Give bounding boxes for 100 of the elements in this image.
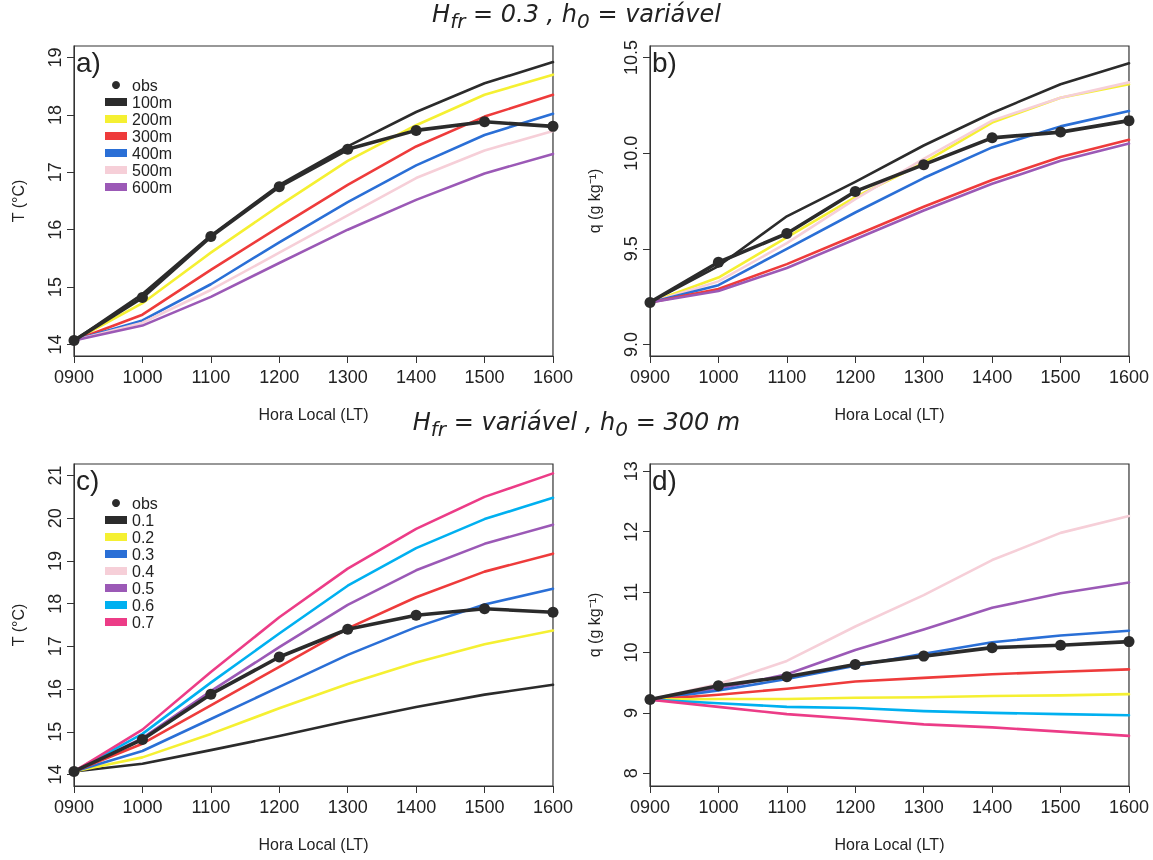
x-tick-label: 1300 — [903, 797, 944, 817]
y-tick-label: 19 — [45, 550, 65, 571]
point — [986, 642, 998, 654]
x-tick-label: 1100 — [767, 797, 807, 817]
y-tick-label: 10.5 — [621, 39, 641, 75]
x-tick-label: 1400 — [396, 797, 437, 817]
y-tick-label: 16 — [45, 219, 65, 240]
legend-label: 0.5 — [132, 579, 155, 597]
legend-label: 0.3 — [132, 545, 155, 563]
y-tick-label: 18 — [45, 104, 65, 125]
y-tick-label: 21 — [45, 465, 65, 486]
y-tick-label: 15 — [45, 277, 65, 298]
x-axis-title: Hora Local (LT) — [258, 405, 369, 423]
x-tick-label: 1300 — [903, 367, 944, 387]
y-tick-label: 17 — [45, 636, 65, 657]
point — [781, 671, 793, 683]
point — [205, 688, 217, 700]
point — [68, 335, 80, 346]
x-tick-label: 1400 — [972, 797, 1013, 817]
y-axis-title: q (g kg⁻¹) — [585, 168, 603, 234]
x-tick-label: 0900 — [629, 797, 671, 817]
y-tick-label: 14 — [45, 764, 65, 785]
legend-label: 0.1 — [132, 511, 155, 529]
x-tick-label: 1500 — [464, 797, 505, 817]
y-tick-label: 12 — [621, 521, 641, 542]
annotation: b) — [652, 46, 677, 78]
x-tick-label: 1100 — [767, 367, 807, 387]
legend-label: obs — [132, 494, 158, 512]
annotation: d) — [652, 464, 677, 496]
y-tick-label: 14 — [45, 334, 65, 355]
y-tick-label: 9 — [621, 707, 641, 718]
point — [342, 143, 354, 155]
x-tick-label: 0900 — [53, 797, 95, 817]
point — [136, 291, 148, 303]
x-axis-title: Hora Local (LT) — [834, 405, 945, 423]
x-tick-label: 1300 — [327, 367, 368, 387]
x-tick-label: 1600 — [1108, 367, 1149, 387]
point — [1055, 126, 1067, 138]
x-tick-label: 1100 — [191, 797, 231, 817]
legend-label: obs — [132, 76, 158, 94]
point — [273, 181, 285, 193]
x-tick-label: 1000 — [122, 367, 163, 387]
point — [1055, 639, 1067, 651]
x-tick-label: 1400 — [396, 367, 437, 387]
x-tick-label: 0900 — [53, 367, 95, 387]
point — [644, 694, 656, 706]
point — [410, 124, 422, 136]
point — [547, 606, 559, 618]
point — [410, 609, 422, 621]
x-tick-label: 1500 — [1040, 797, 1081, 817]
point — [547, 120, 559, 132]
point — [712, 256, 724, 268]
point — [479, 603, 491, 615]
legend-label: 600m — [132, 178, 173, 196]
chart-title: H$_{fr}$ = variável , h$_{0}$ = 300 m — [412, 408, 741, 441]
legend-label: 400m — [132, 144, 173, 162]
chart-title: H$_{fr}$ = 0.3 , h$_{0}$ = variável — [431, 0, 722, 33]
x-tick-label: 0900 — [629, 367, 671, 387]
x-tick-label: 1200 — [259, 797, 300, 817]
point — [712, 680, 724, 692]
x-tick-label: 1400 — [972, 367, 1013, 387]
point — [849, 659, 861, 671]
legend-label: 300m — [132, 127, 173, 145]
x-tick-label: 1200 — [835, 797, 876, 817]
y-axis-title: T (°C) — [9, 603, 27, 647]
x-axis-title: Hora Local (LT) — [258, 835, 369, 853]
point — [68, 765, 80, 777]
y-tick-label: 18 — [45, 593, 65, 614]
x-tick-label: 1600 — [532, 367, 573, 387]
y-tick-label: 13 — [621, 461, 641, 482]
y-tick-label: 8 — [621, 768, 641, 779]
y-tick-label: 9.5 — [621, 236, 641, 262]
legend-label: 0.6 — [132, 596, 155, 614]
x-tick-label: 1200 — [835, 367, 876, 387]
x-tick-label: 1100 — [191, 367, 231, 387]
point — [136, 733, 148, 745]
y-tick-label: 9.0 — [621, 332, 641, 358]
x-axis-title: Hora Local (LT) — [834, 835, 945, 853]
point — [918, 159, 930, 171]
y-tick-label: 19 — [45, 47, 65, 68]
point — [1123, 115, 1135, 127]
point — [918, 650, 930, 662]
legend-label: 500m — [132, 161, 173, 179]
x-tick-label: 1500 — [1040, 367, 1081, 387]
point — [273, 651, 285, 663]
legend-label: 0.2 — [132, 528, 155, 546]
x-tick-label: 1000 — [698, 367, 739, 387]
legend-label: 0.7 — [132, 613, 155, 631]
y-tick-label: 15 — [45, 721, 65, 742]
point — [342, 623, 354, 635]
x-tick-label: 1300 — [327, 797, 368, 817]
legend-label: 100m — [132, 93, 173, 111]
annotation: c) — [76, 464, 100, 496]
legend-label: 0.4 — [132, 562, 155, 580]
point — [986, 132, 998, 144]
y-tick-label: 10 — [621, 642, 641, 663]
point — [1123, 636, 1135, 648]
x-tick-label: 1600 — [1108, 797, 1149, 817]
x-tick-label: 1600 — [532, 797, 573, 817]
x-tick-label: 1000 — [122, 797, 163, 817]
